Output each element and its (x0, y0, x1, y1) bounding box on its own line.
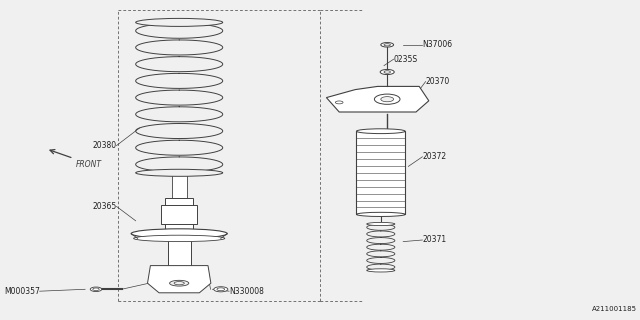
Ellipse shape (374, 94, 400, 104)
FancyBboxPatch shape (165, 198, 193, 230)
Text: 20380: 20380 (92, 141, 116, 150)
Ellipse shape (381, 43, 394, 47)
Ellipse shape (217, 288, 225, 291)
Ellipse shape (356, 212, 405, 216)
Ellipse shape (367, 269, 395, 272)
Polygon shape (148, 266, 211, 293)
Ellipse shape (384, 71, 390, 73)
Polygon shape (326, 86, 429, 112)
Text: M000357: M000357 (4, 287, 40, 296)
Text: 20370: 20370 (426, 77, 450, 86)
Text: N330008: N330008 (229, 287, 264, 296)
Text: 0235S: 0235S (394, 55, 418, 64)
Ellipse shape (134, 235, 225, 242)
FancyBboxPatch shape (172, 174, 187, 198)
Ellipse shape (381, 97, 394, 102)
Text: N37006: N37006 (422, 40, 452, 49)
FancyBboxPatch shape (356, 131, 405, 214)
Ellipse shape (384, 44, 390, 46)
Ellipse shape (131, 229, 227, 238)
Text: 20372: 20372 (422, 152, 447, 161)
Text: 20371: 20371 (422, 236, 447, 244)
Ellipse shape (136, 18, 223, 26)
Ellipse shape (356, 129, 405, 134)
Ellipse shape (170, 280, 189, 286)
Text: 20365: 20365 (92, 202, 116, 211)
Ellipse shape (93, 288, 99, 291)
FancyBboxPatch shape (161, 205, 197, 224)
Ellipse shape (136, 169, 223, 176)
Text: A211001185: A211001185 (592, 306, 637, 312)
Ellipse shape (335, 101, 343, 104)
Ellipse shape (367, 222, 395, 226)
Ellipse shape (90, 287, 102, 292)
Ellipse shape (380, 69, 394, 75)
Ellipse shape (174, 282, 184, 285)
FancyBboxPatch shape (168, 234, 191, 266)
Ellipse shape (214, 287, 228, 292)
Text: FRONT: FRONT (76, 160, 102, 169)
